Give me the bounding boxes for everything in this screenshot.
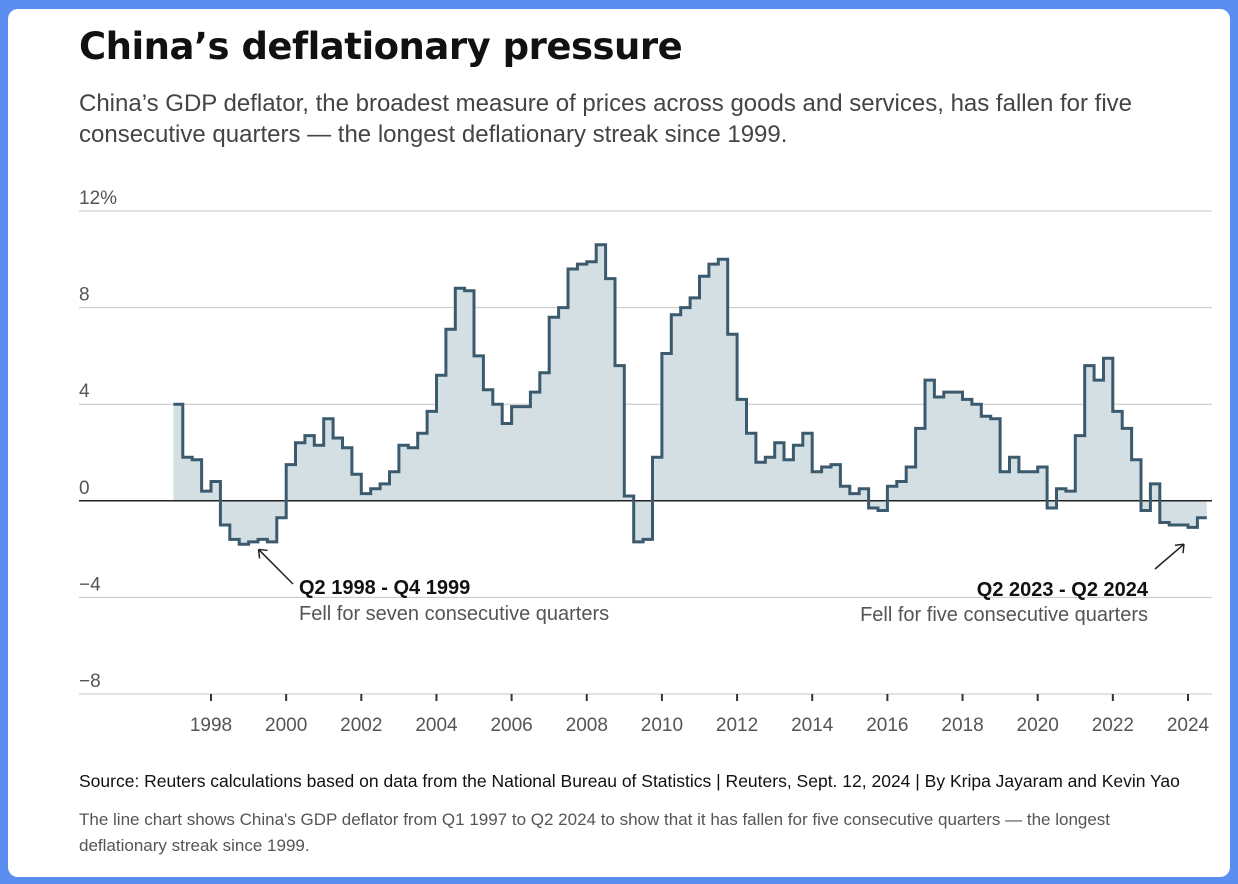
y-tick-label: 12% xyxy=(79,188,117,209)
chart-description: The line chart shows China's GDP deflato… xyxy=(79,810,1111,855)
y-tick-label: 0 xyxy=(79,478,90,499)
annotations: Q2 1998 - Q4 1999 Fell for seven consecu… xyxy=(257,543,1185,626)
x-tick-label: 2004 xyxy=(415,715,458,736)
annotation-1-title: Q2 1998 - Q4 1999 xyxy=(299,577,470,599)
annotation-2-text: Fell for five consecutive quarters xyxy=(860,604,1148,626)
annotation-1-text: Fell for seven consecutive quarters xyxy=(299,603,609,625)
chart-card: China’s deflationary pressure China’s GD… xyxy=(8,9,1230,877)
x-tick-label: 2024 xyxy=(1167,715,1210,736)
x-tick-label: 2012 xyxy=(716,715,758,736)
source-note: Source: Reuters calculations based on da… xyxy=(79,771,1180,791)
x-tick-label: 2014 xyxy=(791,715,834,736)
x-tick-label: 2022 xyxy=(1092,715,1134,736)
grid-layer: 12% 8 4 0 −4 −8 xyxy=(79,188,1212,695)
x-tick-label: 2006 xyxy=(490,715,532,736)
x-tick-label: 2018 xyxy=(941,715,983,736)
deflator-area xyxy=(173,244,1207,545)
chart-title: China’s deflationary pressure xyxy=(79,25,683,68)
x-axis: 1998 2000 2002 2004 2006 2008 2010 2012 2014 2016… xyxy=(190,694,1210,736)
y-tick-label: 8 xyxy=(79,285,90,306)
x-tick-label: 2002 xyxy=(340,715,382,736)
x-tick-label: 2016 xyxy=(866,715,908,736)
y-tick-label: −8 xyxy=(79,671,101,692)
annotation-arrowhead-1 xyxy=(257,548,268,559)
annotation-arrow-1 xyxy=(258,548,294,585)
x-tick-label: 2008 xyxy=(566,715,608,736)
deflator-line xyxy=(173,243,1207,546)
x-tick-label: 2020 xyxy=(1017,715,1059,736)
chart-subtitle: China’s GDP deflator, the broadest measu… xyxy=(79,90,1132,148)
annotation-2-title: Q2 2023 - Q2 2024 xyxy=(977,579,1149,601)
y-tick-label: 4 xyxy=(79,381,90,402)
annotation-arrow-2 xyxy=(1154,543,1185,570)
deflator-chart: 12% 8 4 0 −4 −8 1998 2000 2002 2004 2006 2008 2010 2… xyxy=(79,188,1212,736)
x-tick-label: 2000 xyxy=(265,715,307,736)
x-tick-label: 1998 xyxy=(190,715,232,736)
y-tick-label: −4 xyxy=(79,574,101,595)
x-tick-label: 2010 xyxy=(641,715,683,736)
annotation-arrowhead-2 xyxy=(1174,543,1185,554)
